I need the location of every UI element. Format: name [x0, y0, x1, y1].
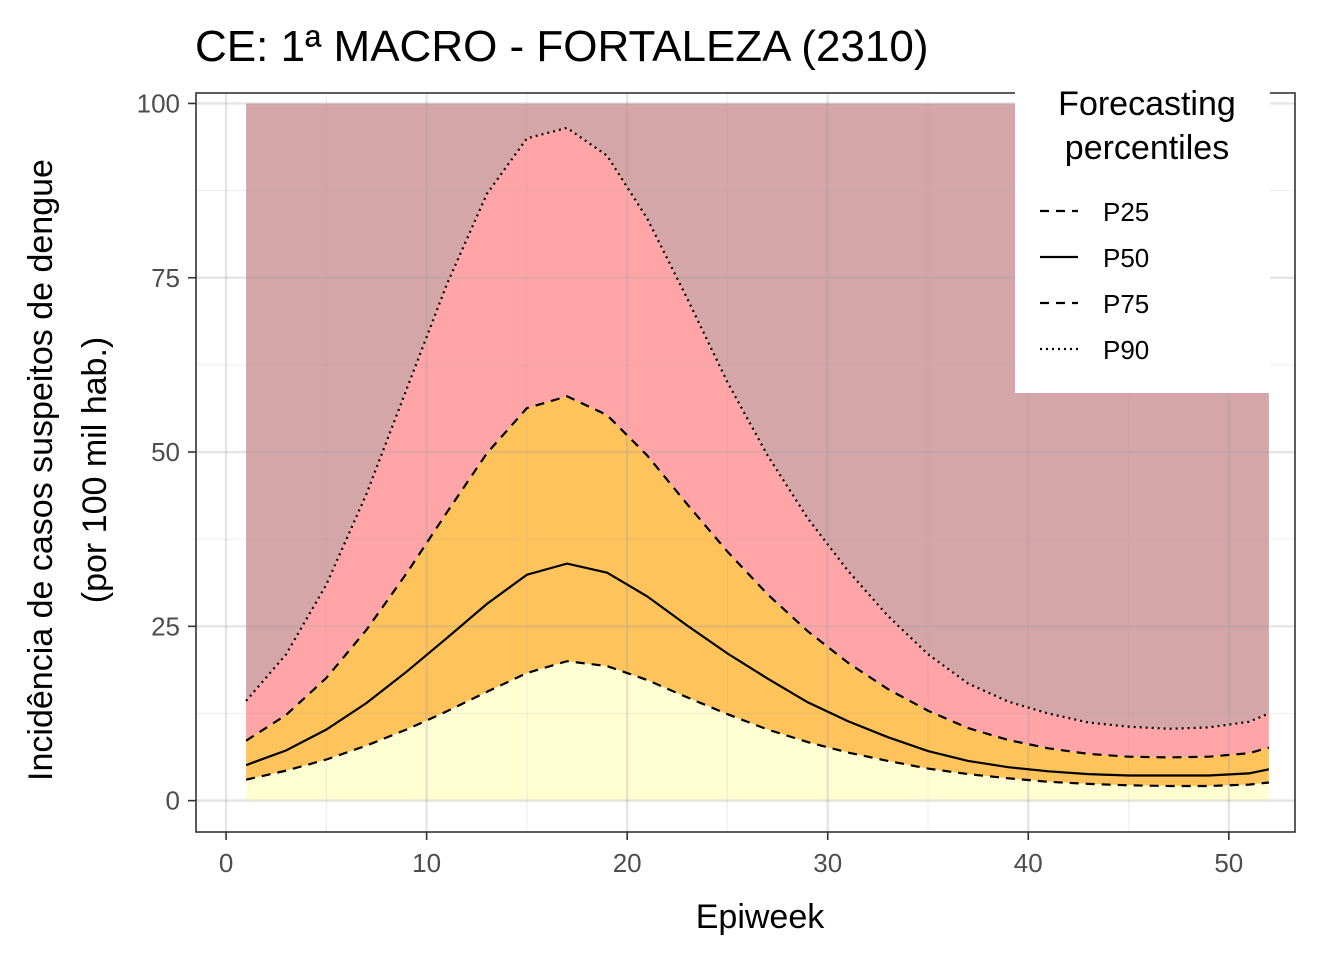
legend-entries: P25 P50 P75 P90: [1040, 197, 1149, 365]
x-tick-label: 30: [813, 848, 842, 878]
line-p75: [245, 395, 1270, 759]
y-tick-label: 25: [151, 611, 180, 641]
x-axis-ticks: 0 10 20 30 40 50: [219, 832, 1243, 878]
legend: Forecasting percentiles P25 P50 P75 P90: [1015, 77, 1270, 393]
legend-label-p75: P75: [1103, 289, 1149, 319]
y-axis-title: Incidência de casos suspeitos de dengue …: [22, 159, 114, 781]
y-axis-title-line1: Incidência de casos suspeitos de dengue: [22, 159, 60, 781]
legend-title-line1: Forecasting: [1058, 85, 1236, 123]
legend-label-p50: P50: [1103, 243, 1149, 273]
legend-label-p90: P90: [1103, 335, 1149, 365]
line-p90: [245, 126, 1270, 730]
legend-entry-p25: P25: [1040, 197, 1149, 227]
y-axis-title-line2: (por 100 mil hab.): [76, 337, 114, 603]
band-below-p25: [246, 661, 1269, 801]
y-tick-label: 0: [166, 786, 180, 816]
chart-title: CE: 1ª MACRO - FORTALEZA (2310): [195, 22, 929, 71]
y-axis-ticks: 0 25 50 75 100: [137, 88, 196, 816]
y-tick-label: 50: [151, 437, 180, 467]
legend-entry-p75: P75: [1040, 289, 1149, 319]
x-tick-label: 50: [1214, 848, 1243, 878]
x-tick-label: 10: [412, 848, 441, 878]
band-p75-p90: [246, 127, 1269, 758]
y-tick-label: 75: [151, 263, 180, 293]
legend-background: [1015, 77, 1270, 393]
x-axis-title: Epiweek: [696, 898, 826, 936]
band-p25-p75: [246, 396, 1269, 786]
legend-entry-p90: P90: [1040, 335, 1149, 365]
legend-title-line2: percentiles: [1065, 129, 1229, 167]
band-above-p90: [246, 103, 1269, 729]
percentile-lines: [245, 126, 1270, 788]
x-tick-label: 0: [219, 848, 233, 878]
x-tick-label: 40: [1014, 848, 1043, 878]
line-p25: [245, 660, 1270, 788]
plot-panel-border: [195, 92, 1296, 833]
grid-lines: [196, 93, 1295, 832]
legend-entry-p50: P50: [1040, 243, 1149, 273]
line-p50: [245, 562, 1270, 777]
x-tick-label: 20: [613, 848, 642, 878]
legend-label-p25: P25: [1103, 197, 1149, 227]
percentile-bands: [246, 103, 1269, 801]
y-tick-label: 100: [137, 88, 180, 118]
